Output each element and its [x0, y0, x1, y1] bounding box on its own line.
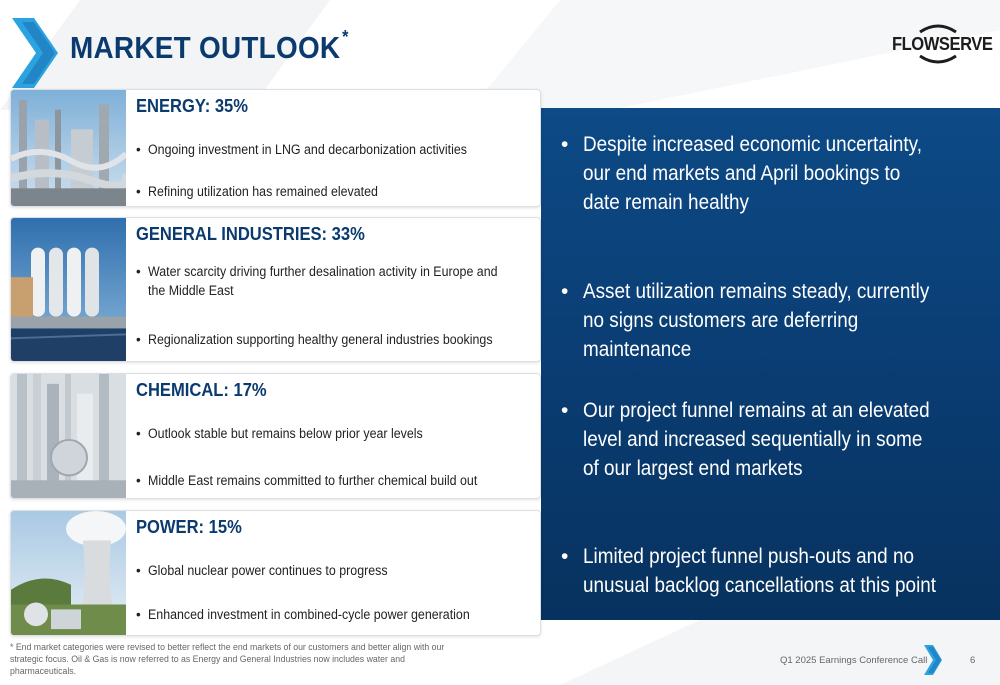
card-bullet: • Regionalization supporting healthy gen…: [136, 330, 540, 349]
card-bullet-text: Outlook stable but remains below prior y…: [148, 426, 423, 441]
bullet-glyph: •: [136, 426, 141, 441]
chevron-right-icon: [12, 18, 58, 88]
card-title: CHEMICAL: 17%: [136, 380, 267, 400]
outlook-point: • Despite increased economic uncertainty…: [561, 130, 981, 217]
desalination-plant-photo: [11, 218, 126, 361]
card-bullet-text: Water scarcity driving further desalinat…: [148, 264, 498, 298]
card-bullet: • Enhanced investment in combined-cycle …: [136, 605, 540, 624]
flowserve-logo-icon: [919, 24, 957, 64]
outlook-point: • Asset utilization remains steady, curr…: [561, 277, 981, 364]
outlook-point: • Our project funnel remains at an eleva…: [561, 396, 981, 483]
outlook-point-text: Despite increased economic uncertainty, …: [583, 133, 922, 214]
bullet-glyph: •: [136, 264, 141, 279]
event-label: Q1 2025 Earnings Conference Call: [780, 655, 928, 666]
card-title: ENERGY: 35%: [136, 96, 248, 116]
card-bullet: • Water scarcity driving further desalin…: [136, 262, 540, 300]
card-bullet: • Outlook stable but remains below prior…: [136, 424, 540, 443]
outlook-point-text: Our project funnel remains at an elevate…: [583, 399, 930, 480]
bullet-glyph: •: [136, 563, 141, 578]
outlook-point-text: Asset utilization remains steady, curren…: [583, 280, 930, 361]
market-card-power: POWER: 15% • Global nuclear power contin…: [10, 510, 541, 636]
outlook-point: • Limited project funnel push-outs and n…: [561, 542, 981, 600]
card-bullet-text: Ongoing investment in LNG and decarboniz…: [148, 142, 467, 157]
bullet-glyph: •: [136, 184, 141, 199]
bullet-glyph: •: [136, 142, 141, 157]
page-number: 6: [970, 655, 976, 666]
footnote: * End market categories were revised to …: [10, 642, 445, 677]
bullet-glyph: •: [561, 399, 569, 422]
card-content: GENERAL INDUSTRIES: 33% • Water scarcity…: [136, 224, 532, 347]
nuclear-plant-photo: [11, 511, 126, 635]
refinery-photo: [11, 90, 126, 206]
chevron-right-icon: [924, 645, 942, 675]
outlook-panel: • Despite increased economic uncertainty…: [541, 108, 1000, 620]
chemical-plant-photo: [11, 374, 126, 498]
bullet-glyph: •: [136, 607, 141, 622]
bullet-glyph: •: [136, 473, 141, 488]
bullet-glyph: •: [561, 280, 569, 303]
outlook-point-text: Limited project funnel push-outs and no …: [583, 545, 937, 597]
card-bullet: • Middle East remains committed to furth…: [136, 471, 540, 490]
flowserve-logo: FLOWSERVE: [888, 22, 993, 66]
page-title-text: MARKET OUTLOOK: [70, 30, 341, 65]
card-bullet-text: Regionalization supporting healthy gener…: [148, 332, 493, 347]
card-bullet: • Refining utilization has remained elev…: [136, 182, 540, 201]
card-bullet-text: Enhanced investment in combined-cycle po…: [148, 607, 470, 622]
card-title: POWER: 15%: [136, 517, 242, 537]
title-footnote-marker: *: [342, 26, 349, 47]
bullet-glyph: •: [561, 545, 569, 568]
page-title: MARKET OUTLOOK*: [70, 26, 349, 66]
card-bullet-text: Middle East remains committed to further…: [148, 473, 478, 488]
card-bullet: • Global nuclear power continues to prog…: [136, 561, 540, 580]
card-content: POWER: 15% • Global nuclear power contin…: [136, 517, 532, 622]
card-bullet: • Ongoing investment in LNG and decarbon…: [136, 140, 540, 159]
market-card-general-industries: GENERAL INDUSTRIES: 33% • Water scarcity…: [10, 217, 541, 362]
market-card-chemical: CHEMICAL: 17% • Outlook stable but remai…: [10, 373, 541, 499]
logo-wordmark: FLOWSERVE: [892, 34, 993, 54]
card-bullet-text: Global nuclear power continues to progre…: [148, 563, 388, 578]
card-content: CHEMICAL: 17% • Outlook stable but remai…: [136, 380, 532, 488]
market-card-energy: ENERGY: 35% • Ongoing investment in LNG …: [10, 89, 541, 207]
card-title: GENERAL INDUSTRIES: 33%: [136, 224, 365, 244]
card-content: ENERGY: 35% • Ongoing investment in LNG …: [136, 96, 532, 199]
bullet-glyph: •: [136, 332, 141, 347]
bullet-glyph: •: [561, 133, 569, 156]
card-bullet-text: Refining utilization has remained elevat…: [148, 184, 378, 199]
